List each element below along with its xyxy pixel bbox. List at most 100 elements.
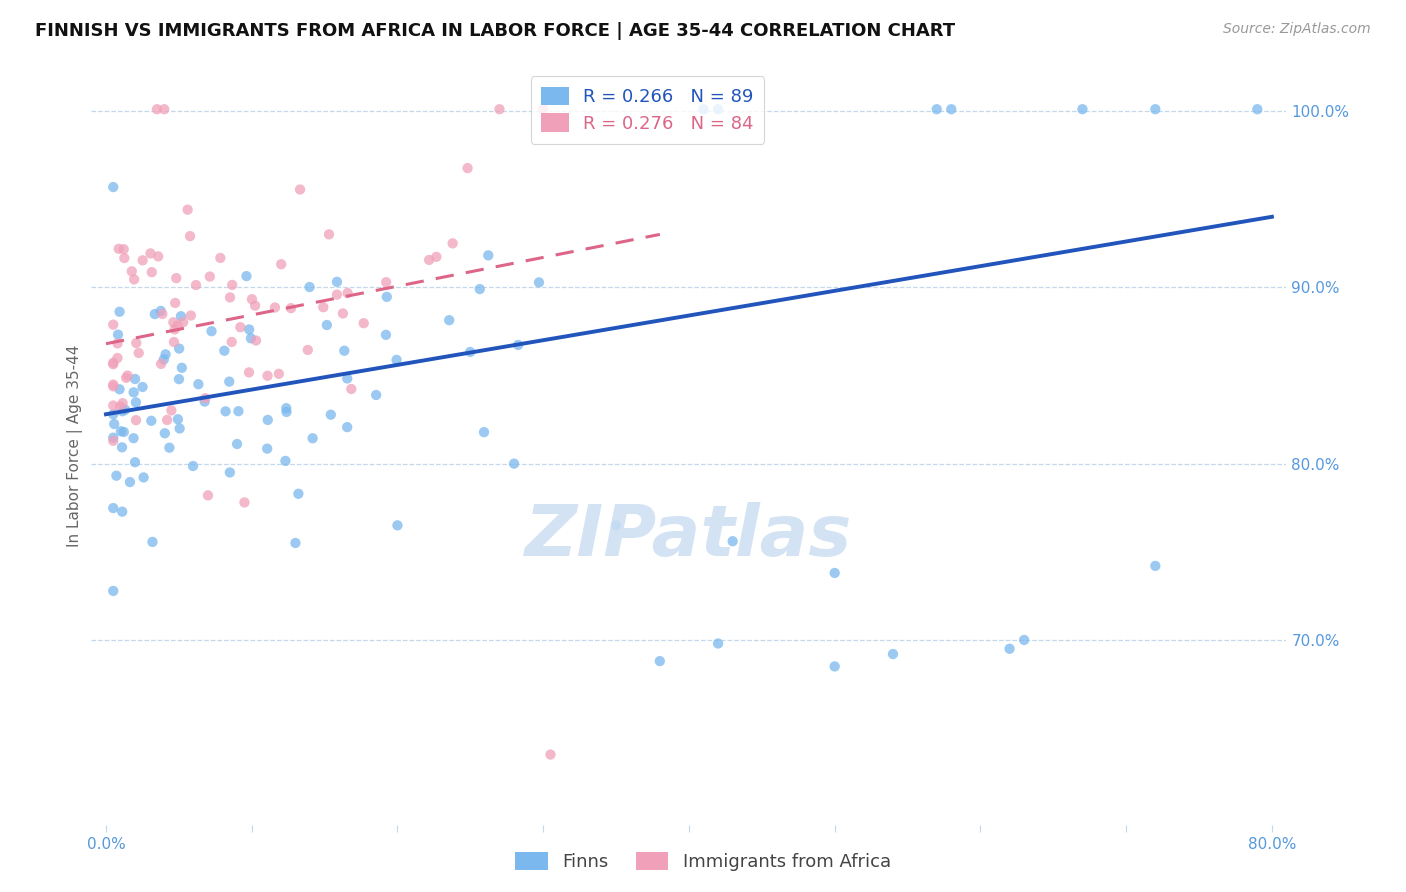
Point	[103, 379, 125, 393]
Point	[882, 647, 904, 661]
Point	[153, 352, 176, 367]
Point	[128, 346, 150, 360]
Point	[112, 425, 135, 439]
Point	[264, 301, 287, 315]
Point	[103, 377, 125, 392]
Point	[238, 322, 260, 336]
Point	[488, 102, 510, 116]
Point	[229, 320, 252, 334]
Point	[508, 338, 530, 352]
Point	[245, 334, 267, 348]
Point	[172, 315, 194, 329]
Point	[103, 417, 125, 431]
Point	[312, 300, 335, 314]
Point	[141, 265, 163, 279]
Point	[103, 399, 125, 413]
Text: Source: ZipAtlas.com: Source: ZipAtlas.com	[1223, 22, 1371, 37]
Point	[214, 343, 236, 358]
Point	[141, 414, 163, 428]
Point	[181, 458, 204, 473]
Point	[125, 335, 148, 350]
Point	[125, 413, 148, 427]
Point	[115, 371, 138, 385]
Point	[110, 425, 132, 439]
Point	[176, 202, 198, 217]
Point	[150, 307, 173, 321]
Point	[180, 309, 202, 323]
Point	[166, 318, 188, 333]
Point	[998, 641, 1021, 656]
Point	[107, 242, 129, 256]
Point	[122, 272, 145, 286]
Point	[187, 377, 209, 392]
Point	[332, 306, 354, 320]
Point	[111, 396, 134, 410]
Point	[167, 372, 190, 386]
Point	[503, 457, 526, 471]
Point	[111, 441, 134, 455]
Point	[477, 248, 499, 262]
Point	[139, 246, 162, 260]
Point	[218, 466, 240, 480]
Legend: R = 0.266   N = 89, R = 0.276   N = 84: R = 0.266 N = 89, R = 0.276 N = 84	[530, 76, 765, 144]
Point	[107, 351, 129, 365]
Point	[239, 331, 262, 345]
Point	[150, 357, 173, 371]
Point	[468, 282, 491, 296]
Point	[163, 322, 186, 336]
Point	[218, 375, 240, 389]
Point	[108, 305, 131, 319]
Point	[721, 534, 744, 549]
Point	[458, 345, 481, 359]
Point	[114, 402, 136, 417]
Point	[425, 250, 447, 264]
Point	[103, 318, 125, 332]
Point	[274, 454, 297, 468]
Point	[353, 316, 375, 330]
Point	[111, 505, 134, 519]
Point	[103, 434, 125, 448]
Point	[124, 372, 146, 386]
Point	[146, 249, 169, 263]
Legend: Finns, Immigrants from Africa: Finns, Immigrants from Africa	[508, 845, 898, 879]
Point	[112, 242, 135, 256]
Point	[219, 290, 242, 304]
Point	[315, 318, 337, 332]
Point	[941, 102, 963, 116]
Point	[143, 307, 166, 321]
Point	[270, 257, 292, 271]
Point	[226, 437, 249, 451]
Point	[103, 180, 125, 194]
Point	[256, 413, 278, 427]
Point	[437, 313, 460, 327]
Point	[527, 276, 550, 290]
Point	[318, 227, 340, 242]
Point	[194, 394, 217, 409]
Point	[284, 536, 307, 550]
Point	[243, 299, 266, 313]
Point	[131, 380, 153, 394]
Point	[167, 412, 190, 426]
Point	[108, 400, 131, 414]
Point	[457, 161, 479, 175]
Point	[366, 388, 388, 402]
Point	[319, 408, 342, 422]
Point	[418, 252, 440, 267]
Point	[233, 495, 256, 509]
Point	[375, 275, 398, 289]
Point	[287, 487, 309, 501]
Point	[124, 455, 146, 469]
Point	[228, 404, 250, 418]
Point	[385, 352, 408, 367]
Point	[153, 102, 176, 116]
Point	[824, 659, 846, 673]
Point	[214, 404, 236, 418]
Point	[209, 251, 232, 265]
Point	[336, 286, 359, 301]
Point	[387, 518, 409, 533]
Point	[122, 431, 145, 445]
Point	[103, 357, 125, 371]
Point	[1246, 102, 1268, 116]
Point	[200, 324, 222, 338]
Point	[132, 470, 155, 484]
